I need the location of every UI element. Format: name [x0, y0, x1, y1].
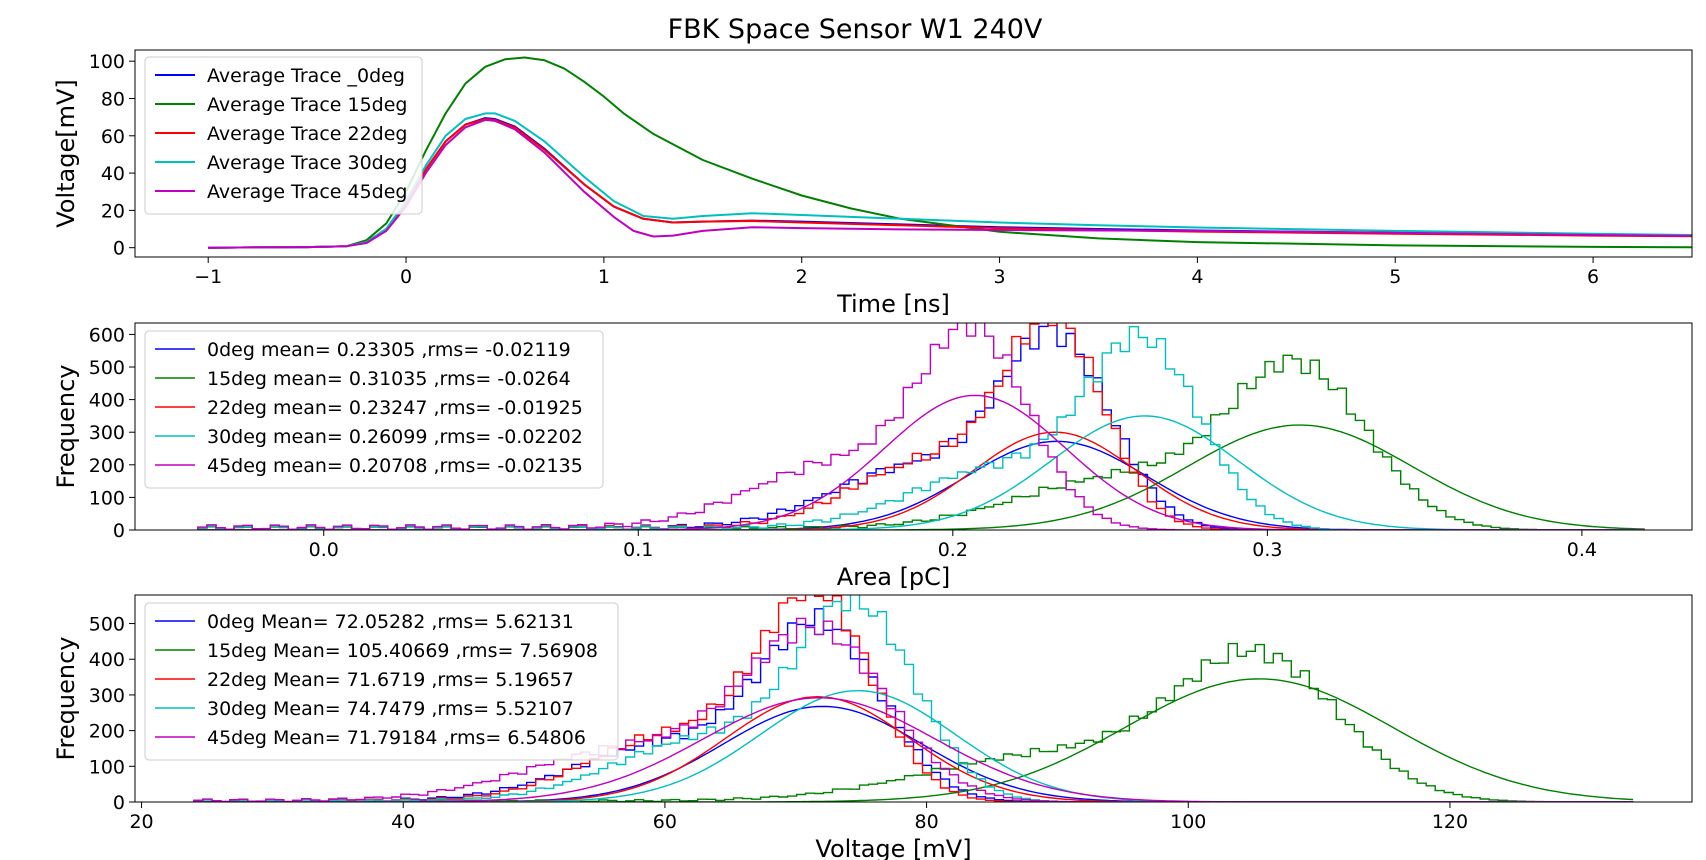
legend-entry: 0deg mean= 0.23305 ,rms= -0.02119	[207, 339, 571, 361]
y-tick-label: 500	[89, 614, 125, 636]
x-tick-label: 1	[598, 266, 610, 288]
y-tick-label: 400	[89, 390, 125, 412]
x-tick-label: 0.4	[1567, 539, 1597, 561]
y-tick-label: 500	[89, 357, 125, 379]
area-histogram-panel: 0.0 0.1 0.2 0.3 0.4 0 100 200 300 400 500 600 Area […	[52, 322, 1693, 591]
gaussian-fit-3	[197, 415, 1645, 530]
legend-entry: 45deg mean= 0.20708 ,rms= -0.02135	[207, 455, 583, 477]
y-tick-label: 0	[113, 792, 125, 814]
y-tick-label: 200	[89, 721, 125, 743]
legend-entry: 30deg Mean= 74.7479 ,rms= 5.52107	[207, 698, 574, 720]
y-axis-label: Frequency	[52, 637, 80, 761]
x-tick-label: 4	[1191, 266, 1203, 288]
x-tick-label: 0.3	[1252, 539, 1282, 561]
plot-area	[208, 56, 1692, 249]
x-tick-label: 0.0	[309, 539, 339, 561]
axes-frame	[134, 322, 1693, 531]
y-tick-label: 400	[89, 649, 125, 671]
series-line-3	[208, 112, 1692, 249]
axes-frame	[134, 594, 1693, 803]
x-axis-label: Time [ns]	[836, 290, 950, 318]
histogram-steps-4	[193, 617, 1634, 802]
legend: 0deg Mean= 72.05282 ,rms= 5.62131 15deg M…	[144, 602, 619, 761]
legend-entry: 15deg Mean= 105.40669 ,rms= 7.56908	[207, 640, 598, 662]
series-line-2	[208, 118, 1692, 249]
legend: Average Trace _0deg Average Trace 15deg Av…	[144, 56, 423, 215]
legend-entry: 22deg Mean= 71.6719 ,rms= 5.19657	[207, 669, 574, 691]
x-tick-label: 0.2	[938, 539, 968, 561]
x-axis-label: Area [pC]	[837, 563, 951, 591]
legend-box	[144, 602, 619, 761]
x-tick-label: 100	[1170, 811, 1206, 833]
y-tick-label: 20	[101, 200, 125, 222]
legend-entry: 45deg Mean= 71.79184 ,rms= 6.54806	[207, 727, 586, 749]
axes-frame	[134, 49, 1693, 258]
series-line-1	[208, 56, 1692, 249]
histogram-steps-4	[197, 323, 1645, 530]
x-tick-label: 80	[914, 811, 938, 833]
x-tick-label: 20	[129, 811, 153, 833]
legend-entry: 0deg Mean= 72.05282 ,rms= 5.62131	[207, 611, 574, 633]
legend: 0deg mean= 0.23305 ,rms= -0.02119 15deg m…	[144, 330, 604, 489]
series-line-0	[208, 117, 1692, 249]
x-axis-label: Voltage [mV]	[815, 835, 971, 860]
y-tick-label: 100	[89, 51, 125, 73]
x-tick-label: 60	[653, 811, 677, 833]
y-tick-label: 100	[89, 756, 125, 778]
y-tick-label: 300	[89, 422, 125, 444]
x-tick-label: 3	[994, 266, 1006, 288]
y-tick-label: 100	[89, 487, 125, 509]
legend-entry: Average Trace 22deg	[207, 123, 408, 145]
legend-entry: Average Trace 45deg	[207, 181, 408, 203]
y-tick-label: 0	[113, 238, 125, 260]
legend-entry: Average Trace 30deg	[207, 152, 408, 174]
y-tick-label: 40	[101, 163, 125, 185]
y-axis-label: Frequency	[52, 365, 80, 489]
gaussian-fit-1	[193, 678, 1634, 802]
y-tick-label: 600	[89, 324, 125, 346]
x-tick-label: 0.1	[623, 539, 653, 561]
x-tick-label: 5	[1389, 266, 1401, 288]
gaussian-fit-4	[197, 394, 1645, 530]
gaussian-fit-2	[197, 431, 1645, 530]
y-axis-label: Voltage[mV]	[52, 79, 80, 228]
x-tick-label: 40	[391, 811, 415, 833]
series-line-4	[208, 118, 1692, 249]
legend-box	[144, 56, 423, 215]
gaussian-fit-3	[193, 690, 1634, 802]
x-tick-label: −1	[194, 266, 222, 288]
legend-entry: Average Trace 15deg	[207, 94, 408, 116]
x-tick-label: 2	[796, 266, 808, 288]
legend-entry: 30deg mean= 0.26099 ,rms= -0.02202	[207, 426, 583, 448]
legend-box	[144, 330, 604, 489]
legend-entry: Average Trace _0deg	[207, 65, 405, 87]
voltage-histogram-panel: 20 40 60 80 100 120 0 100 200 300 400 500 Voltage [m…	[52, 594, 1693, 860]
y-tick-label: 60	[101, 126, 125, 148]
y-tick-label: 80	[101, 88, 125, 110]
y-tick-label: 300	[89, 685, 125, 707]
x-tick-label: 6	[1587, 266, 1599, 288]
legend-entry: 15deg mean= 0.31035 ,rms= -0.0264	[207, 368, 571, 390]
x-tick-label: 120	[1432, 811, 1468, 833]
y-tick-label: 0	[113, 520, 125, 542]
legend-entry: 22deg mean= 0.23247 ,rms= -0.01925	[207, 397, 583, 419]
y-tick-label: 200	[89, 455, 125, 477]
x-tick-label: 0	[400, 266, 412, 288]
figure-title: FBK Space Sensor W1 240V	[668, 14, 1043, 45]
